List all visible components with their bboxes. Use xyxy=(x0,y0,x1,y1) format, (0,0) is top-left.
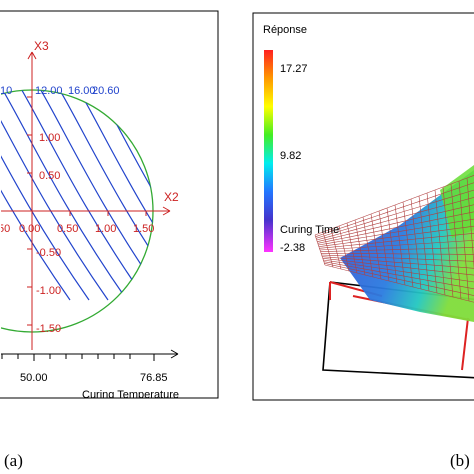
surface-mesh xyxy=(314,175,474,303)
mesh-line xyxy=(434,189,446,296)
mesh-line xyxy=(346,222,358,274)
mesh-line xyxy=(402,201,414,288)
mesh-line xyxy=(410,198,422,290)
x2-tick-label: 1.50 xyxy=(133,223,154,235)
temperature-tick-label: 50.00 xyxy=(20,372,48,384)
x3-tick-label: -1.00 xyxy=(36,285,61,297)
mesh-line xyxy=(418,195,430,292)
mesh-line xyxy=(378,210,390,282)
contour-line xyxy=(15,90,147,301)
mesh-line xyxy=(330,228,342,270)
contour-level-label: 20.60 xyxy=(92,85,120,97)
x3-tick-marks xyxy=(27,96,32,326)
surface-axis-label: Curing Time xyxy=(280,224,339,236)
x2-tick-label: 1.00 xyxy=(95,223,116,235)
mesh-line xyxy=(314,234,326,266)
contour-level-label: 16.00 xyxy=(68,85,96,97)
contour-line xyxy=(1,90,109,301)
contour-line xyxy=(1,90,90,301)
panel-a: X2 X3 50 0.00 0.50 1.00 1.50 1.00 0.50 -… xyxy=(0,10,219,401)
temperature-tick-label: 76.85 xyxy=(140,372,168,384)
caption-a: (a) xyxy=(4,451,23,470)
temperature-axis-label: Curing Temperature xyxy=(82,389,179,401)
mesh-line xyxy=(442,186,454,298)
contour-level-label: 10 xyxy=(0,85,12,97)
x2-arrow xyxy=(162,206,171,216)
x2-tick-label: 50 xyxy=(0,223,10,235)
panel-a-frame xyxy=(0,10,219,399)
x3-tick-label: 0.50 xyxy=(39,170,60,182)
surface-fill xyxy=(340,170,474,322)
mesh-line xyxy=(322,231,334,268)
x3-arrow xyxy=(27,51,37,60)
x2-tick-label: 0.00 xyxy=(19,223,40,235)
x3-tick-label: 1.00 xyxy=(39,132,60,144)
mesh-line xyxy=(466,177,474,270)
mesh-line xyxy=(426,192,438,294)
colorbar xyxy=(264,50,273,252)
mesh-line xyxy=(386,207,398,284)
contour-line xyxy=(53,90,153,301)
panel-b: Réponse 17.27 9.82 -2.38 Curing Time xyxy=(252,12,474,401)
contour-line xyxy=(1,90,71,301)
mesh-line xyxy=(362,216,374,278)
contour-line xyxy=(1,90,128,301)
temperature-axis-ticks xyxy=(1,354,155,361)
caption-b: (b) xyxy=(450,451,470,470)
x3-tick-label: -1.50 xyxy=(36,323,61,335)
colorbar-mid-label: 9.82 xyxy=(280,150,301,162)
mesh-line xyxy=(354,219,366,276)
mesh-line xyxy=(394,204,406,286)
x2-tick-label: 0.50 xyxy=(57,223,78,235)
contour-line xyxy=(34,90,153,301)
surface-green-patch xyxy=(440,165,474,238)
contour-level-label: 12.00 xyxy=(35,85,63,97)
x2-tick-marks xyxy=(31,211,147,216)
x3-tick-label: -0.50 xyxy=(36,247,61,259)
x2-axis-label: X2 xyxy=(164,190,179,204)
mesh-line xyxy=(370,213,382,280)
mesh-line xyxy=(338,225,350,272)
temperature-axis-arrow xyxy=(170,349,179,359)
mesh-line xyxy=(458,180,470,302)
legend-title: Réponse xyxy=(263,24,307,36)
x3-axis-label: X3 xyxy=(34,39,49,53)
colorbar-max-label: 17.27 xyxy=(280,63,308,75)
mesh-line xyxy=(450,183,462,300)
colorbar-min-label: -2.38 xyxy=(280,242,305,254)
